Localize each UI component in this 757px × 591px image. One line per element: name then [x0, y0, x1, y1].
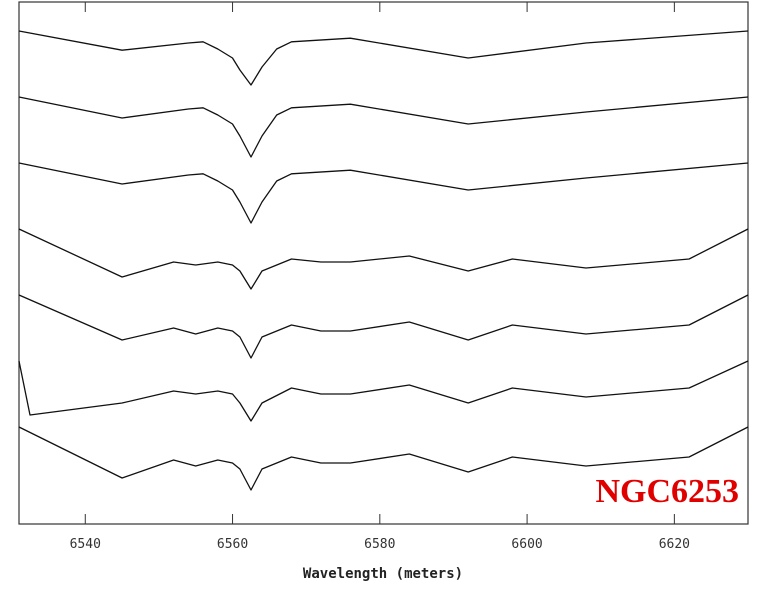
plot-frame — [18, 1, 749, 525]
x-tick-label: 6620 — [659, 537, 690, 552]
spectrum-line-3 — [18, 162, 749, 224]
spectrum-line-5 — [18, 294, 749, 359]
x-tick-label: 6540 — [70, 537, 101, 552]
spectrum-line-6 — [18, 360, 749, 422]
spectrum-line-7 — [18, 426, 749, 491]
tick-layer: 6540 6560 6580 6600 6620 — [70, 2, 690, 552]
spectrum-line-4 — [18, 228, 749, 290]
x-tick-label: 6580 — [364, 537, 395, 552]
spectrum-line-1 — [18, 30, 749, 86]
x-tick-label: 6600 — [511, 537, 542, 552]
x-axis-title: Wavelength (meters) — [303, 566, 463, 582]
x-tick-label: 6560 — [217, 537, 248, 552]
series-layer — [18, 30, 749, 491]
spectrum-line-2 — [18, 96, 749, 158]
cluster-label: NGC6253 — [595, 473, 739, 510]
